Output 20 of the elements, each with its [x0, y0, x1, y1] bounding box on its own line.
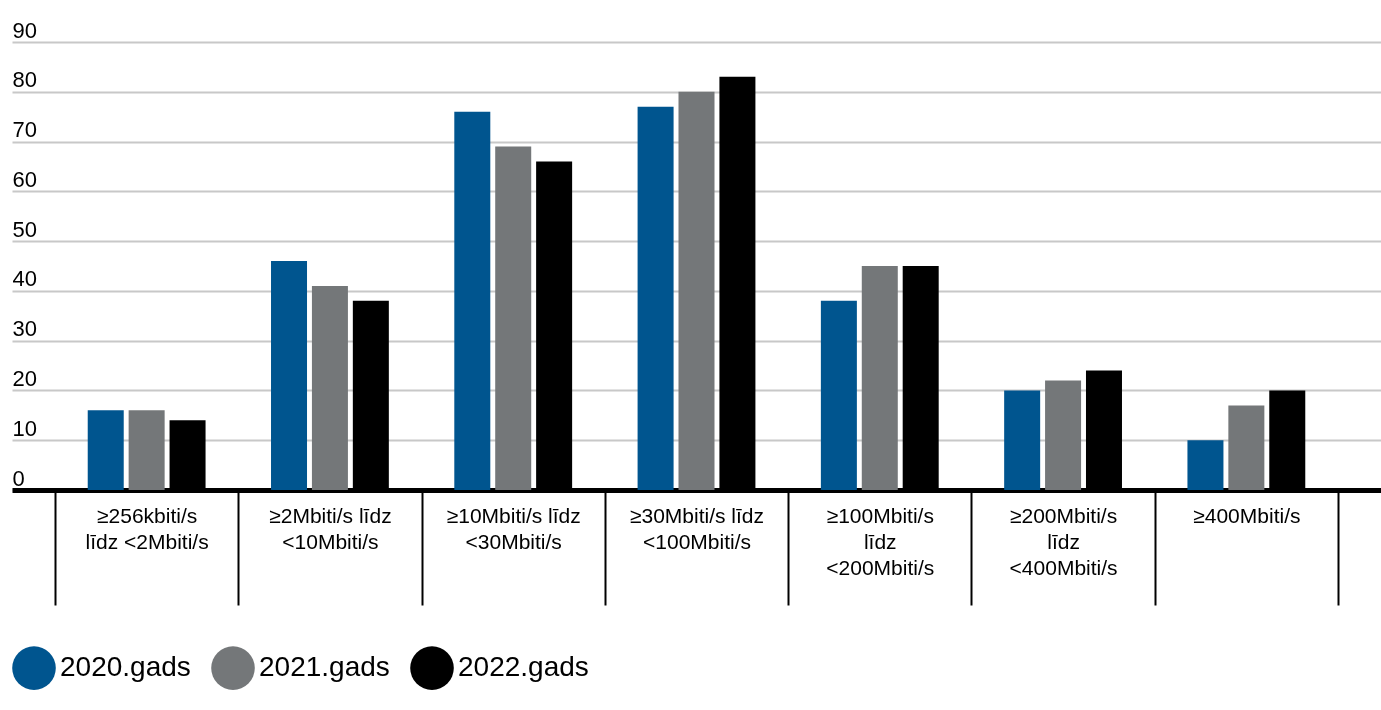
- x-tick-label: ≥200Mbiti/s līdz <400Mbiti/s: [1009, 503, 1118, 579]
- legend-label: 2020.gads: [60, 651, 191, 683]
- y-tick-label: 70: [12, 117, 37, 143]
- x-tick-label: ≥100Mbiti/s līdz <200Mbiti/s: [826, 503, 935, 579]
- legend-label: 2022.gads: [458, 651, 589, 683]
- x-tick-label: ≥2Mbiti/s līdz <10Mbiti/s: [269, 503, 392, 553]
- y-tick-label: 30: [12, 316, 37, 342]
- y-tick-label: 60: [12, 166, 37, 192]
- x-tick-label: ≥10Mbiti/s līdz <30Mbiti/s: [446, 503, 581, 553]
- y-tick-label: 90: [12, 17, 37, 43]
- y-tick-label: 80: [12, 67, 37, 93]
- y-tick-label: 10: [12, 415, 37, 441]
- y-tick-label: 40: [12, 266, 37, 292]
- legend-label: 2021.gads: [259, 651, 390, 683]
- y-tick-label: 0: [12, 465, 25, 491]
- x-tick-label: ≥30Mbiti/s līdz <100Mbiti/s: [629, 503, 765, 553]
- x-tick-label: ≥256kbiti/s līdz <2Mbiti/s: [85, 503, 209, 553]
- y-tick-label: 50: [12, 216, 37, 242]
- y-tick-label: 20: [12, 365, 37, 391]
- x-tick-label: ≥400Mbiti/s: [1193, 503, 1301, 527]
